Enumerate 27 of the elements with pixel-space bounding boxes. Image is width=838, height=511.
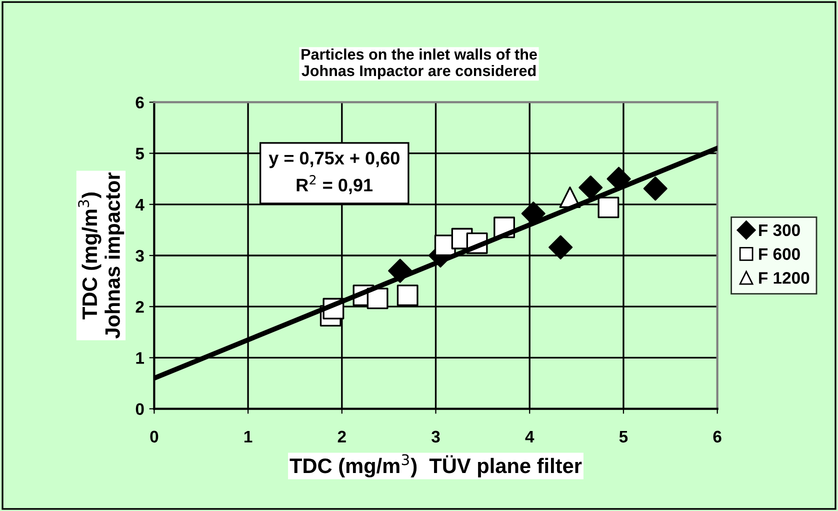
legend-label: F 1200 (759, 272, 810, 284)
y-tick-label: 5 (136, 148, 144, 160)
y-tick-label: 0 (136, 403, 144, 416)
y-axis-title: TDC (mg/m$^{3}$) Johnas impactor (78, 172, 124, 339)
x-tick-label: 0 (150, 430, 158, 443)
y-tick-label: 3 (136, 250, 144, 262)
x-tick-label: 4 (525, 430, 534, 442)
point (396, 284, 418, 306)
legend-label: F 300 (759, 224, 800, 236)
x-axis-title: TDC (mg/m$^{3}$) TÜV plane filter (290, 454, 582, 478)
point (578, 176, 603, 200)
y-tick-label: 6 (136, 96, 144, 108)
x-tick-label: 6 (713, 430, 722, 443)
x-tick-label: 5 (619, 430, 628, 443)
y-tick-label: 2 (136, 301, 144, 313)
chart-title: Particles on the inlet walls of the Johnas Impactor are considered (302, 48, 537, 80)
point (366, 288, 388, 310)
annotation: y = 0,75x + 0,60 R$^{2}$ = 0,91 (268, 152, 400, 194)
point (548, 235, 573, 260)
x-tick-label: 1 (244, 430, 252, 442)
x-tick-label: 3 (432, 430, 440, 443)
legend-label: F 600 (759, 248, 800, 260)
point (643, 176, 668, 201)
y-tick-label: 1 (136, 352, 144, 364)
point (598, 196, 620, 218)
x-tick-label: 2 (338, 430, 346, 442)
y-tick-label: 4 (135, 198, 144, 210)
